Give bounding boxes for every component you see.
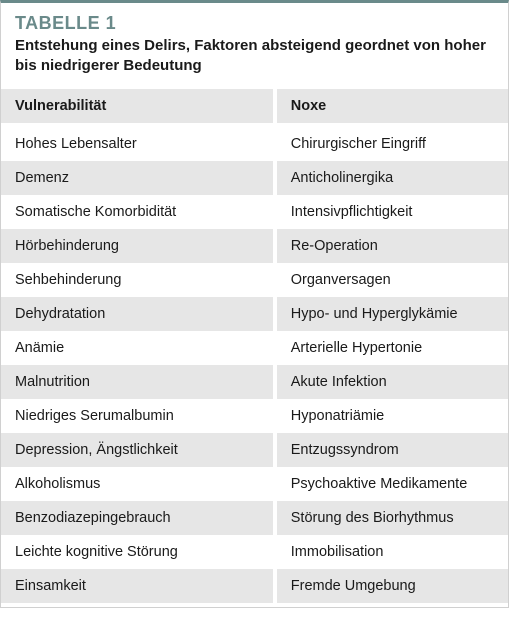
table-cell: Intensivpflichtigkeit xyxy=(275,195,508,229)
column-header: Noxe xyxy=(275,89,508,125)
table-cell: Benzodiazepingebrauch xyxy=(1,501,275,535)
table-header-row: Vulnerabilität Noxe xyxy=(1,89,508,125)
table-row: MalnutritionAkute Infektion xyxy=(1,365,508,399)
table-cell: Leichte kognitive Störung xyxy=(1,535,275,569)
table-row: SehbehinderungOrganversagen xyxy=(1,263,508,297)
table-cell: Störung des Biorhythmus xyxy=(275,501,508,535)
table-row: Leichte kognitive StörungImmobilisation xyxy=(1,535,508,569)
table-cell: Somatische Komorbidität xyxy=(1,195,275,229)
table-row: AlkoholismusPsychoaktive Medikamente xyxy=(1,467,508,501)
factors-table: Vulnerabilität Noxe Hohes LebensalterChi… xyxy=(1,89,508,603)
table-label: TABELLE 1 xyxy=(1,3,508,36)
table-cell: Alkoholismus xyxy=(1,467,275,501)
table-row: Somatische KomorbiditätIntensivpflichtig… xyxy=(1,195,508,229)
table-cell: Arterielle Hypertonie xyxy=(275,331,508,365)
table-row: EinsamkeitFremde Umgebung xyxy=(1,569,508,603)
table-row: Niedriges SerumalbuminHyponatriämie xyxy=(1,399,508,433)
table-cell: Hyponatriämie xyxy=(275,399,508,433)
table-cell: Hypo- und Hyperglykämie xyxy=(275,297,508,331)
table-row: Hohes LebensalterChirurgischer Eingriff xyxy=(1,125,508,161)
table-row: DehydratationHypo- und Hyperglykämie xyxy=(1,297,508,331)
table-cell: Demenz xyxy=(1,161,275,195)
table-cell: Immobilisation xyxy=(275,535,508,569)
table-cell: Anticholinergika xyxy=(275,161,508,195)
table-cell: Hohes Lebensalter xyxy=(1,125,275,161)
table-cell: Einsamkeit xyxy=(1,569,275,603)
table-row: Depression, ÄngstlichkeitEntzugssyndrom xyxy=(1,433,508,467)
table-cell: Akute Infektion xyxy=(275,365,508,399)
table-cell: Chirurgischer Eingriff xyxy=(275,125,508,161)
table-cell: Anämie xyxy=(1,331,275,365)
table-cell: Dehydratation xyxy=(1,297,275,331)
table-cell: Depression, Ängstlichkeit xyxy=(1,433,275,467)
table-cell: Malnutrition xyxy=(1,365,275,399)
table-row: BenzodiazepingebrauchStörung des Biorhyt… xyxy=(1,501,508,535)
table-cell: Hörbehinderung xyxy=(1,229,275,263)
table-cell: Sehbehinderung xyxy=(1,263,275,297)
column-header: Vulnerabilität xyxy=(1,89,275,125)
table-row: AnämieArterielle Hypertonie xyxy=(1,331,508,365)
table-cell: Re-Operation xyxy=(275,229,508,263)
table-row: DemenzAnticholinergika xyxy=(1,161,508,195)
table-cell: Entzugssyndrom xyxy=(275,433,508,467)
table-cell: Organversagen xyxy=(275,263,508,297)
table-container: TABELLE 1 Entstehung eines Delirs, Fakto… xyxy=(0,0,509,608)
table-caption: Entstehung eines Delirs, Faktoren abstei… xyxy=(1,36,508,89)
table-cell: Psychoaktive Medikamente xyxy=(275,467,508,501)
table-row: HörbehinderungRe-Operation xyxy=(1,229,508,263)
table-cell: Fremde Umgebung xyxy=(275,569,508,603)
table-body: Hohes LebensalterChirurgischer Eingriff … xyxy=(1,125,508,603)
table-cell: Niedriges Serumalbumin xyxy=(1,399,275,433)
